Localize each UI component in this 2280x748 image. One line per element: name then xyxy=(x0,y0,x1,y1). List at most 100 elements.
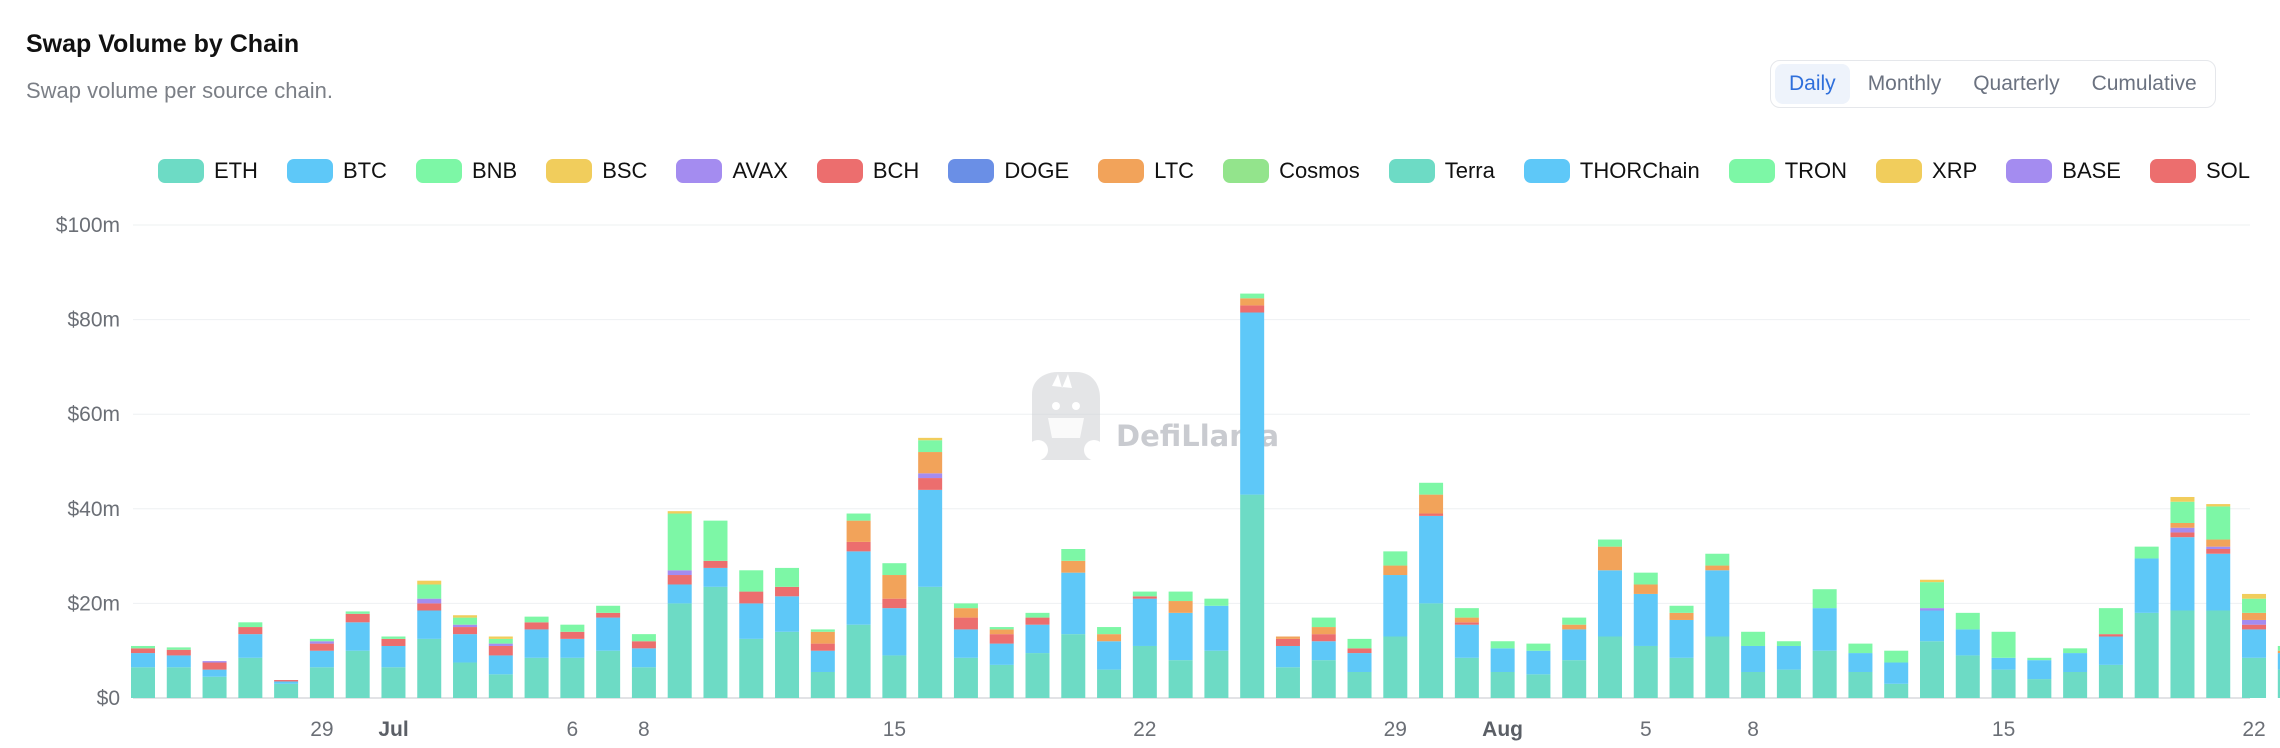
bar-segment-bch[interactable] xyxy=(202,662,227,670)
bar-segment-btc[interactable] xyxy=(1419,515,1444,604)
bar-segment-bnb[interactable] xyxy=(2206,506,2231,540)
bar-segment-bnb[interactable] xyxy=(2098,608,2123,635)
bar-aug-2[interactable] xyxy=(1526,643,1551,698)
bar-segment-btc[interactable] xyxy=(1240,312,1265,495)
bar-segment-bsc[interactable] xyxy=(667,511,692,514)
bar-segment-bsc[interactable] xyxy=(488,636,513,639)
bar-segment-bnb[interactable] xyxy=(381,636,406,639)
bar-segment-bnb[interactable] xyxy=(775,567,800,587)
bar-jul-27[interactable] xyxy=(1311,617,1336,698)
bar-aug-7[interactable] xyxy=(1705,553,1730,698)
bar-segment-bnb[interactable] xyxy=(1562,617,1587,625)
bar-jul-9[interactable] xyxy=(667,511,692,698)
bar-segment-bnb[interactable] xyxy=(1597,539,1622,547)
bar-segment-eth[interactable] xyxy=(1597,636,1622,698)
bar-jul-6[interactable] xyxy=(560,624,585,698)
bar-aug-6[interactable] xyxy=(1669,605,1694,698)
bar-segment-btc[interactable] xyxy=(1991,657,2016,670)
bar-segment-bch[interactable] xyxy=(309,643,334,651)
bar-jul-21[interactable] xyxy=(1097,627,1122,698)
bar-jul-13[interactable] xyxy=(810,629,835,698)
bar-segment-btc[interactable] xyxy=(846,551,871,625)
legend-item-xrp[interactable]: XRP xyxy=(1876,158,1977,184)
bar-segment-eth[interactable] xyxy=(596,650,621,698)
bar-segment-bnb[interactable] xyxy=(1741,631,1766,646)
bar-segment-btc[interactable] xyxy=(2206,553,2231,611)
bar-segment-bnb[interactable] xyxy=(2063,648,2088,654)
bar-aug-18[interactable] xyxy=(2098,608,2123,698)
bar-segment-bch[interactable] xyxy=(810,643,835,651)
bar-segment-avax[interactable] xyxy=(202,661,227,663)
bar-segment-bsc[interactable] xyxy=(918,437,943,441)
bar-segment-bnb[interactable] xyxy=(1025,612,1050,618)
bar-jul-30[interactable] xyxy=(1419,482,1444,698)
bar-jun-26[interactable] xyxy=(202,661,227,698)
bar-segment-bnb[interactable] xyxy=(918,440,943,453)
bar-jul-12[interactable] xyxy=(775,567,800,698)
bar-segment-btc[interactable] xyxy=(989,643,1014,665)
bar-segment-bch[interactable] xyxy=(2242,624,2267,630)
bar-segment-ltc[interactable] xyxy=(989,629,1014,635)
bar-segment-bnb[interactable] xyxy=(524,616,549,623)
bar-segment-bnb[interactable] xyxy=(989,627,1014,630)
bar-aug-15[interactable] xyxy=(1991,631,2016,698)
bar-segment-eth[interactable] xyxy=(1633,645,1658,698)
bar-segment-btc[interactable] xyxy=(1812,608,1837,651)
bar-segment-bnb[interactable] xyxy=(166,647,191,650)
bar-jun-25[interactable] xyxy=(166,647,191,698)
bar-segment-eth[interactable] xyxy=(846,624,871,698)
bar-segment-avax[interactable] xyxy=(667,570,692,576)
bar-aug-16[interactable] xyxy=(2027,657,2052,698)
bar-segment-eth[interactable] xyxy=(1848,671,1873,698)
bar-segment-bch[interactable] xyxy=(1025,617,1050,625)
bar-segment-eth[interactable] xyxy=(1275,667,1300,698)
bar-segment-bch[interactable] xyxy=(1347,648,1372,654)
bar-segment-bch[interactable] xyxy=(596,612,621,618)
bar-segment-bch[interactable] xyxy=(1132,596,1157,599)
toggle-cumulative[interactable]: Cumulative xyxy=(2091,72,2197,95)
bar-segment-eth[interactable] xyxy=(1812,650,1837,698)
bar-segment-eth[interactable] xyxy=(1884,683,1909,698)
bar-segment-bnb[interactable] xyxy=(1311,617,1336,628)
bar-segment-btc[interactable] xyxy=(166,655,191,668)
bar-segment-ltc[interactable] xyxy=(2170,522,2195,528)
bar-segment-btc[interactable] xyxy=(1597,570,1622,637)
bar-segment-eth[interactable] xyxy=(1168,660,1193,698)
bar-segment-eth[interactable] xyxy=(2277,669,2280,698)
bar-segment-eth[interactable] xyxy=(2170,610,2195,699)
bar-segment-eth[interactable] xyxy=(703,586,728,698)
bar-jul-4[interactable] xyxy=(488,636,513,698)
bar-segment-bnb[interactable] xyxy=(1705,553,1730,566)
bar-jun-28[interactable] xyxy=(274,680,299,698)
bar-aug-13[interactable] xyxy=(1920,579,1944,698)
bar-segment-btc[interactable] xyxy=(1311,641,1336,661)
bar-segment-avax[interactable] xyxy=(2242,619,2267,625)
bar-segment-bnb[interactable] xyxy=(1920,582,1944,609)
bar-segment-btc[interactable] xyxy=(1884,662,1909,684)
legend-item-tron[interactable]: TRON xyxy=(1728,158,1847,184)
bar-segment-btc[interactable] xyxy=(1347,653,1372,672)
bar-aug-14[interactable] xyxy=(1955,612,1980,698)
bar-segment-eth[interactable] xyxy=(1311,660,1336,698)
bar-segment-avax[interactable] xyxy=(1920,608,1944,611)
bar-jul-1[interactable] xyxy=(381,636,406,698)
bar-segment-ltc[interactable] xyxy=(1240,298,1265,306)
legend-item-bsc[interactable]: BSC xyxy=(546,158,647,184)
bar-segment-ltc[interactable] xyxy=(2277,650,2280,654)
bar-jul-25[interactable] xyxy=(1240,293,1265,698)
bar-jul-22[interactable] xyxy=(1132,591,1157,698)
bar-segment-avax[interactable] xyxy=(309,641,334,644)
bar-jul-28[interactable] xyxy=(1347,638,1372,698)
bar-segment-eth[interactable] xyxy=(1097,669,1122,698)
toggle-monthly[interactable]: Monthly xyxy=(1867,72,1942,95)
bar-aug-20[interactable] xyxy=(2170,496,2195,699)
bar-segment-eth[interactable] xyxy=(131,667,155,698)
bar-jul-7[interactable] xyxy=(596,605,621,698)
bar-segment-eth[interactable] xyxy=(667,603,692,698)
bar-segment-bnb[interactable] xyxy=(1454,608,1479,618)
bar-jul-18[interactable] xyxy=(989,627,1014,698)
bar-segment-btc[interactable] xyxy=(775,596,800,632)
bar-segment-eth[interactable] xyxy=(1920,641,1944,698)
legend-item-bch[interactable]: BCH xyxy=(816,158,919,184)
bar-segment-bch[interactable] xyxy=(166,649,191,656)
